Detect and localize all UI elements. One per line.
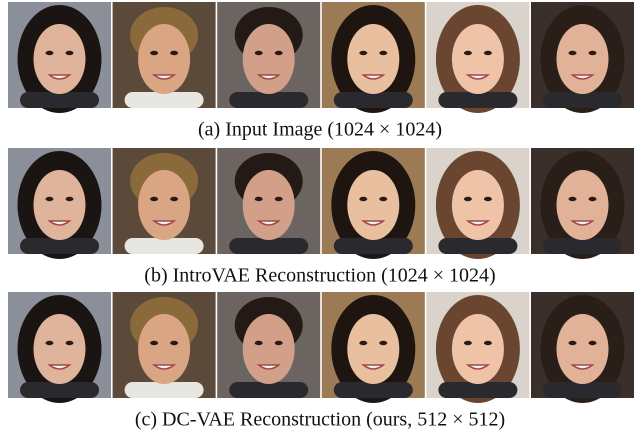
eye xyxy=(379,341,387,345)
eye xyxy=(275,197,283,201)
eye xyxy=(66,341,74,345)
shoulders xyxy=(229,382,308,398)
face-image xyxy=(217,2,320,108)
shoulders xyxy=(125,382,204,398)
eye xyxy=(66,197,74,201)
shoulders xyxy=(438,382,517,398)
face xyxy=(34,314,86,384)
page: (a) Input Image (1024 × 1024) (b) IntroV… xyxy=(0,0,637,435)
shoulders xyxy=(229,238,308,254)
eye xyxy=(150,341,158,345)
shoulders xyxy=(334,238,413,254)
face xyxy=(34,170,86,240)
shoulders xyxy=(20,382,99,398)
face-image xyxy=(113,148,216,254)
eye xyxy=(484,341,492,345)
face xyxy=(138,314,190,384)
shoulders xyxy=(438,238,517,254)
face-image xyxy=(322,292,425,403)
eye xyxy=(569,341,577,345)
shoulders xyxy=(125,238,204,254)
shoulders xyxy=(20,92,99,108)
eye xyxy=(484,51,492,55)
eye xyxy=(589,197,597,201)
face-image xyxy=(217,292,320,398)
face-image xyxy=(531,292,634,403)
eye xyxy=(464,197,472,201)
face-image xyxy=(113,292,216,398)
face-grid xyxy=(8,2,634,403)
face-image xyxy=(426,2,529,113)
face xyxy=(138,170,190,240)
caption: (c) DC-VAE Reconstruction (ours, 512 × 5… xyxy=(135,409,505,431)
face xyxy=(243,170,295,240)
eye xyxy=(275,51,283,55)
face xyxy=(452,314,504,384)
eye xyxy=(589,341,597,345)
face xyxy=(138,24,190,94)
face xyxy=(347,170,399,240)
eye xyxy=(150,197,158,201)
eye xyxy=(589,51,597,55)
face xyxy=(243,314,295,384)
eye xyxy=(484,197,492,201)
eye xyxy=(66,51,74,55)
eye xyxy=(46,197,54,201)
eye xyxy=(464,51,472,55)
face xyxy=(557,314,609,384)
eye xyxy=(46,341,54,345)
eye xyxy=(255,197,263,201)
face-image xyxy=(8,148,111,259)
eye xyxy=(569,51,577,55)
eye xyxy=(569,197,577,201)
face xyxy=(347,24,399,94)
face-image xyxy=(8,2,111,113)
eye xyxy=(359,341,367,345)
face xyxy=(557,24,609,94)
face xyxy=(243,24,295,94)
face-image xyxy=(531,148,634,259)
face-image xyxy=(531,2,634,113)
face-image xyxy=(217,148,320,254)
eye xyxy=(464,341,472,345)
face xyxy=(452,24,504,94)
eye xyxy=(150,51,158,55)
face-image xyxy=(322,148,425,259)
face-image xyxy=(8,292,111,403)
face-image xyxy=(322,2,425,113)
eye xyxy=(359,51,367,55)
shoulders xyxy=(20,238,99,254)
eye xyxy=(359,197,367,201)
eye xyxy=(379,51,387,55)
shoulders xyxy=(125,92,204,108)
shoulders xyxy=(334,382,413,398)
shoulders xyxy=(543,382,622,398)
eye xyxy=(170,51,178,55)
shoulders xyxy=(334,92,413,108)
face xyxy=(34,24,86,94)
face xyxy=(452,170,504,240)
face-image xyxy=(426,148,529,259)
eye xyxy=(255,341,263,345)
face xyxy=(557,170,609,240)
shoulders xyxy=(543,92,622,108)
eye xyxy=(170,341,178,345)
face-image xyxy=(426,292,529,403)
shoulders xyxy=(543,238,622,254)
face xyxy=(347,314,399,384)
caption: (a) Input Image (1024 × 1024) xyxy=(198,119,442,141)
caption: (b) IntroVAE Reconstruction (1024 × 1024… xyxy=(144,265,495,287)
eye xyxy=(170,197,178,201)
shoulders xyxy=(438,92,517,108)
shoulders xyxy=(229,92,308,108)
eye xyxy=(255,51,263,55)
eye xyxy=(46,51,54,55)
eye xyxy=(275,341,283,345)
face-image xyxy=(113,2,216,108)
eye xyxy=(379,197,387,201)
figure: (a) Input Image (1024 × 1024) (b) IntroV… xyxy=(0,0,637,435)
